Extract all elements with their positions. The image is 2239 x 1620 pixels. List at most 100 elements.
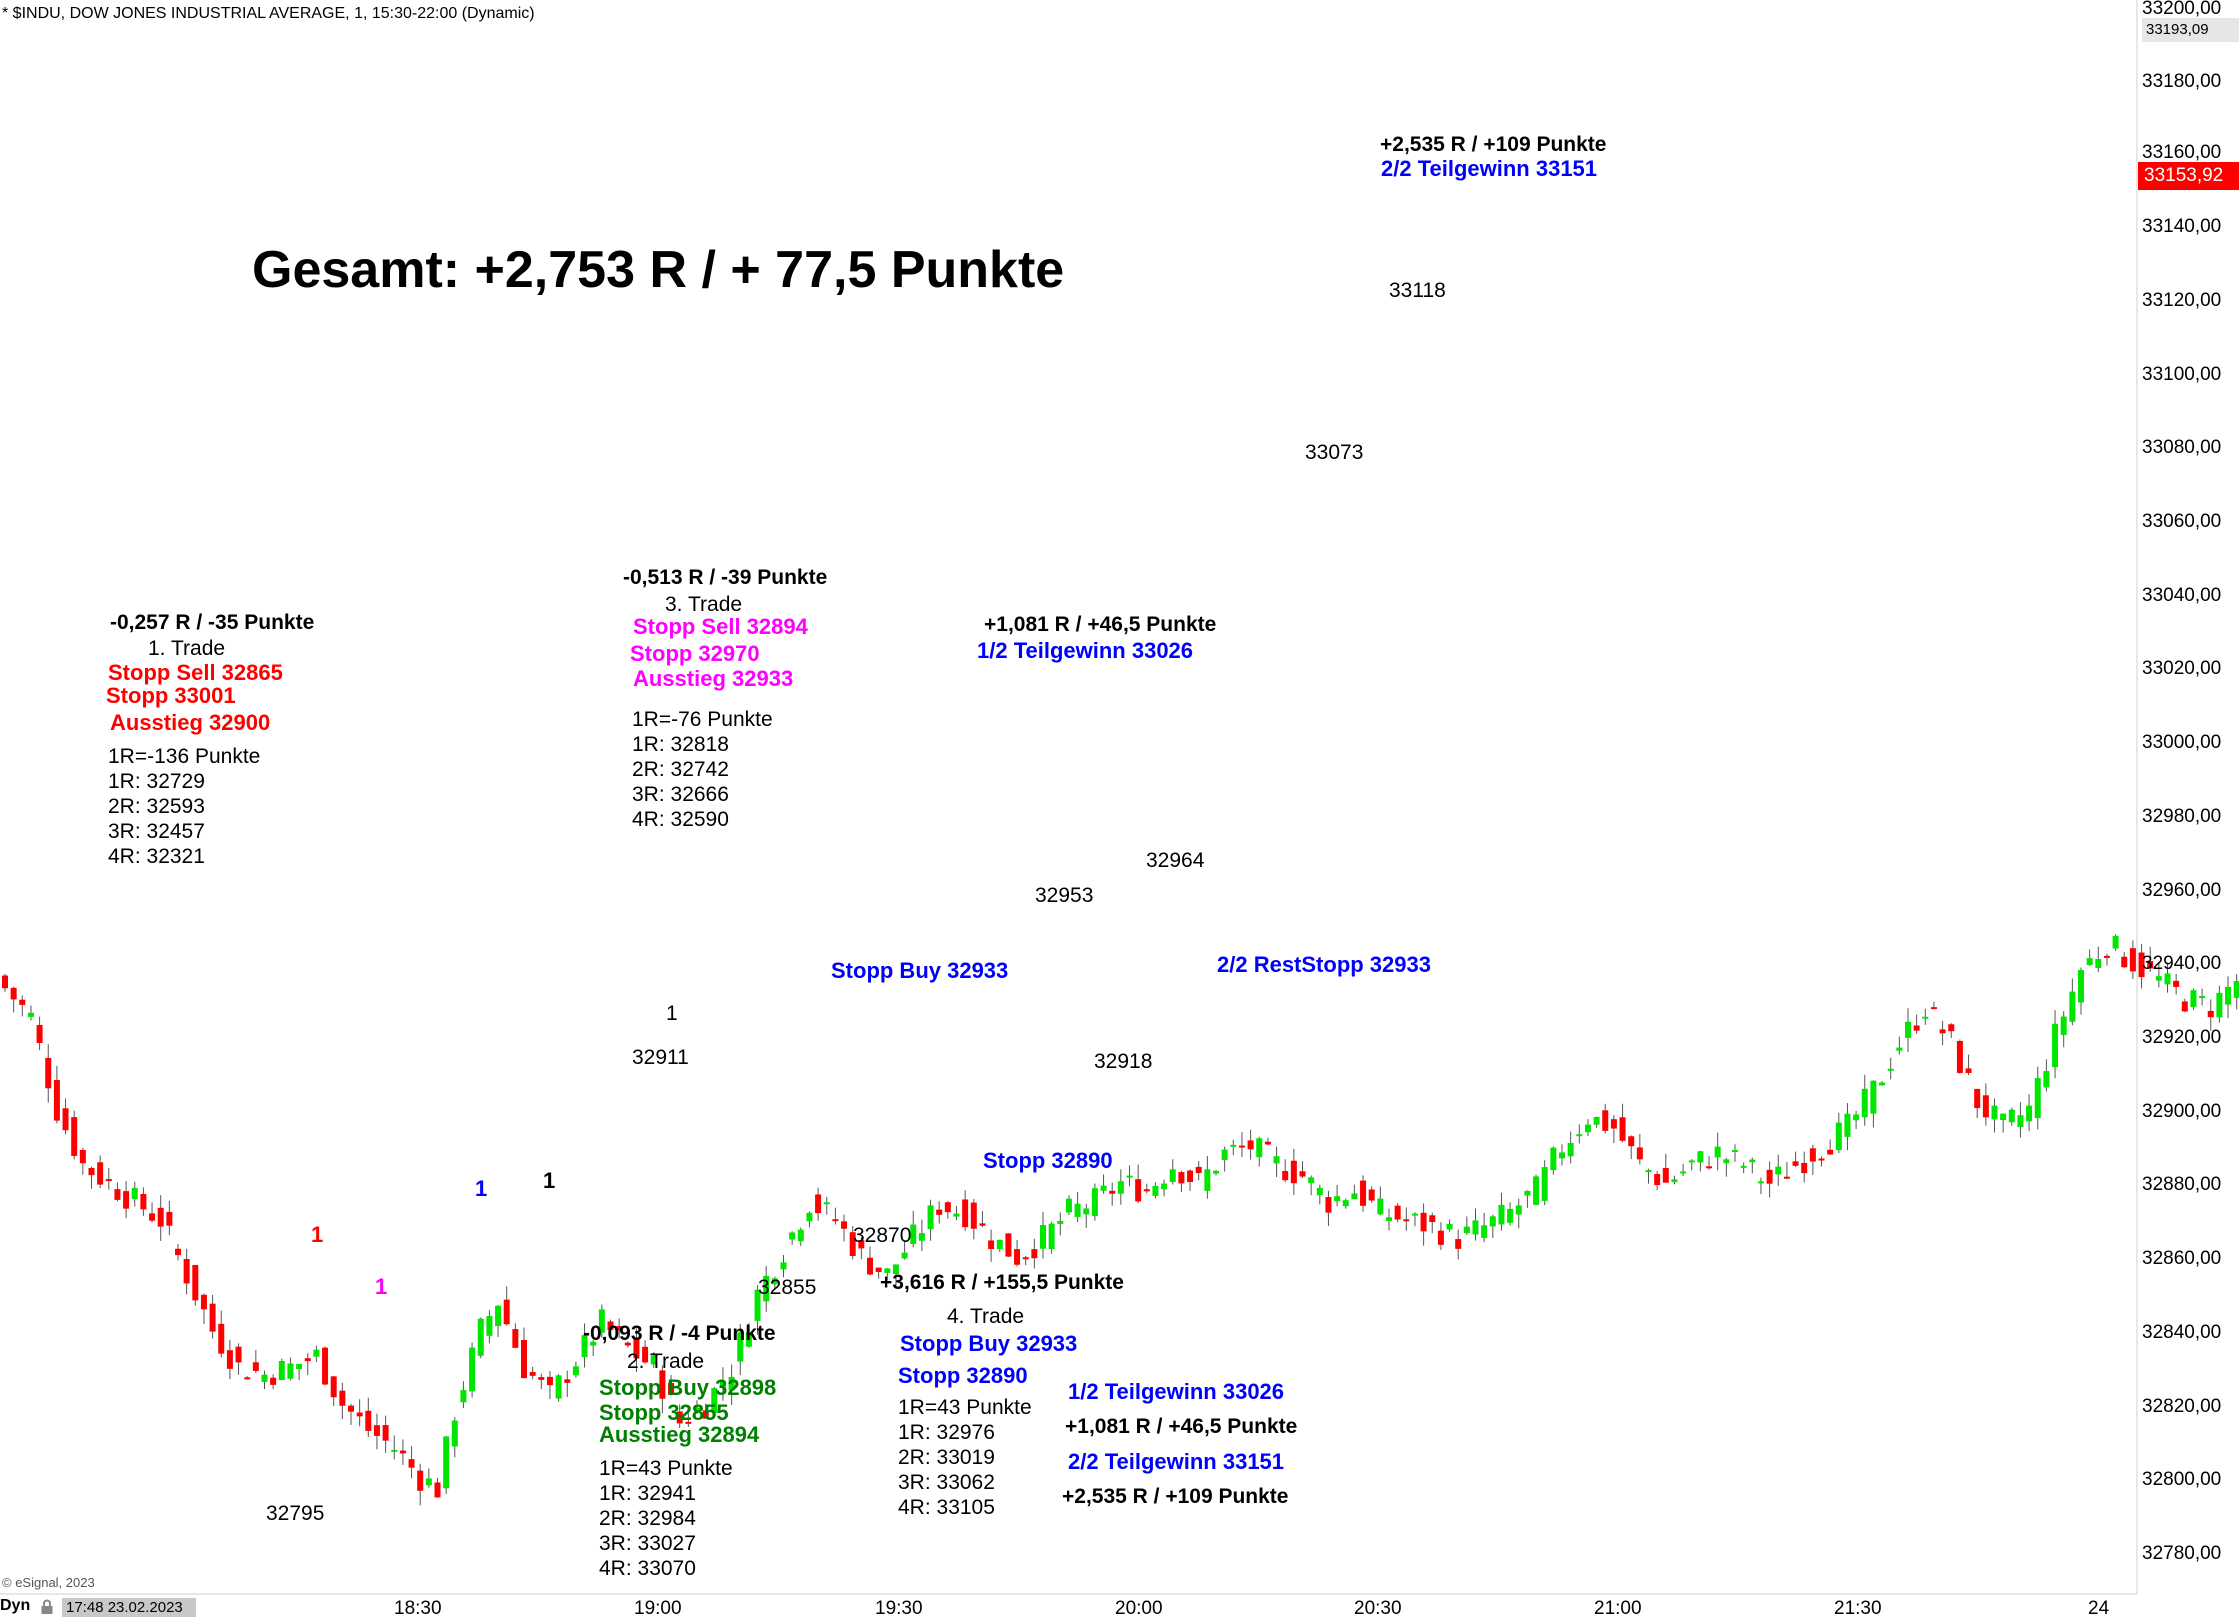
candle-down [1187, 1170, 1194, 1182]
candle-down [1809, 1148, 1816, 1162]
candle-down [399, 1450, 406, 1454]
y-tick: 33200,00 [2142, 0, 2222, 19]
candle-up [2190, 990, 2197, 1008]
y-tick: 32900,00 [2142, 1101, 2222, 1122]
trade4-r-line: 1R: 32976 [898, 1421, 995, 1444]
candle-up [1334, 1196, 1341, 1202]
candle-up [1757, 1181, 1764, 1184]
candle-up [1213, 1170, 1219, 1174]
candle-up [1057, 1220, 1064, 1224]
trade2-result: -0,093 R / -4 Punkte [583, 1322, 776, 1345]
candle-down [512, 1329, 519, 1348]
candle-up [1870, 1080, 1877, 1114]
candle-down [1420, 1212, 1427, 1232]
current-time-box: 17:48 23.02.2023 [62, 1598, 196, 1617]
price-label: 32918 [1094, 1050, 1153, 1073]
candle-up [927, 1205, 934, 1230]
trade1-exit: Ausstieg 32900 [110, 710, 271, 735]
candle-up [901, 1252, 908, 1259]
candle-down [867, 1257, 873, 1275]
y-tick: 33160,00 [2142, 142, 2222, 163]
trade2-r-line: 1R=43 Punkte [599, 1457, 733, 1480]
candle-down [668, 1382, 675, 1395]
candle-down [546, 1376, 553, 1386]
candle-up [1221, 1149, 1228, 1160]
trade4-tp2-result: +2,535 R / +109 Punkte [1062, 1485, 1289, 1508]
y-tick: 32820,00 [2142, 1396, 2222, 1417]
y-tick: 33140,00 [2142, 216, 2222, 237]
candle-down [149, 1213, 156, 1221]
candle-up [884, 1268, 891, 1273]
candle-up [650, 1355, 657, 1365]
candle-down [330, 1376, 337, 1398]
candle-down [434, 1482, 441, 1498]
candle-up [1152, 1185, 1159, 1196]
candle-up [1879, 1082, 1886, 1086]
candle-up [737, 1332, 744, 1362]
candle-up [2155, 976, 2162, 981]
candle-up [1714, 1146, 1721, 1158]
candle-up [1844, 1113, 1851, 1137]
candle-down [105, 1179, 112, 1182]
price-label: 33073 [1305, 441, 1364, 464]
candle-down [659, 1370, 666, 1399]
candle-down [1610, 1119, 1617, 1129]
price-label: 32855 [758, 1276, 817, 1299]
candle-up [2069, 991, 2076, 1022]
candle-down [849, 1232, 856, 1256]
candle-down [1014, 1249, 1021, 1265]
candle-up [1351, 1193, 1358, 1200]
candle-up [2034, 1078, 2041, 1119]
y-tick: 33000,00 [2142, 732, 2222, 753]
candle-down [2138, 952, 2145, 978]
trade3-r-line: 1R=-76 Punkte [632, 708, 773, 731]
candle-up [953, 1213, 960, 1217]
candle-up [1991, 1105, 1998, 1120]
candle-up [1593, 1116, 1600, 1125]
note-stopp-buy: Stopp Buy 32933 [831, 958, 1009, 983]
y-tick: 32980,00 [2142, 806, 2222, 827]
candle-up [469, 1347, 476, 1392]
trade4-r-line: 3R: 33062 [898, 1471, 995, 1494]
candle-up [910, 1224, 917, 1244]
candle-up [1489, 1216, 1496, 1227]
candle-down [962, 1199, 969, 1228]
candle-down [408, 1459, 415, 1468]
price-label: 32870 [853, 1224, 912, 1247]
candle-up [1541, 1167, 1548, 1201]
trade3-exit: Ausstieg 32933 [633, 666, 794, 691]
candle-down [1602, 1110, 1609, 1131]
candle-up [2043, 1071, 2050, 1088]
candle-down [140, 1193, 147, 1210]
candle-down [2103, 955, 2110, 958]
candle-up [763, 1275, 770, 1302]
candle-up [771, 1278, 778, 1285]
trade-marker: 1 [475, 1176, 488, 1201]
candle-down [624, 1342, 631, 1346]
candle-up [1896, 1047, 1903, 1051]
candle-down [166, 1211, 173, 1226]
candle-up [2026, 1105, 2033, 1122]
candle-down [36, 1024, 43, 1043]
candle-up [2216, 992, 2223, 1018]
candle-down [988, 1240, 995, 1250]
trade4-tp1: 1/2 Teilgewinn 33026 [1068, 1379, 1285, 1404]
candles-group [2, 934, 2239, 1506]
candle-down [244, 1377, 251, 1380]
candle-up [1671, 1179, 1678, 1183]
note-rest-stopp: 2/2 RestStopp 32933 [1217, 952, 1431, 977]
candle-down [1109, 1190, 1116, 1194]
note-tp1: 1/2 Teilgewinn 33026 [977, 638, 1194, 663]
trade2-r-line: 3R: 33027 [599, 1532, 696, 1555]
candle-down [417, 1470, 424, 1491]
candle-down [19, 999, 26, 1005]
candle-down [304, 1358, 311, 1362]
trade4-r-line: 2R: 33019 [898, 1446, 995, 1469]
trade3-result: -0,513 R / -39 Punkte [623, 566, 828, 589]
candle-up [1446, 1223, 1453, 1230]
candle-up [2225, 986, 2232, 1005]
candle-up [1887, 1068, 1894, 1071]
candle-down [157, 1207, 164, 1227]
candle-down [356, 1412, 363, 1417]
